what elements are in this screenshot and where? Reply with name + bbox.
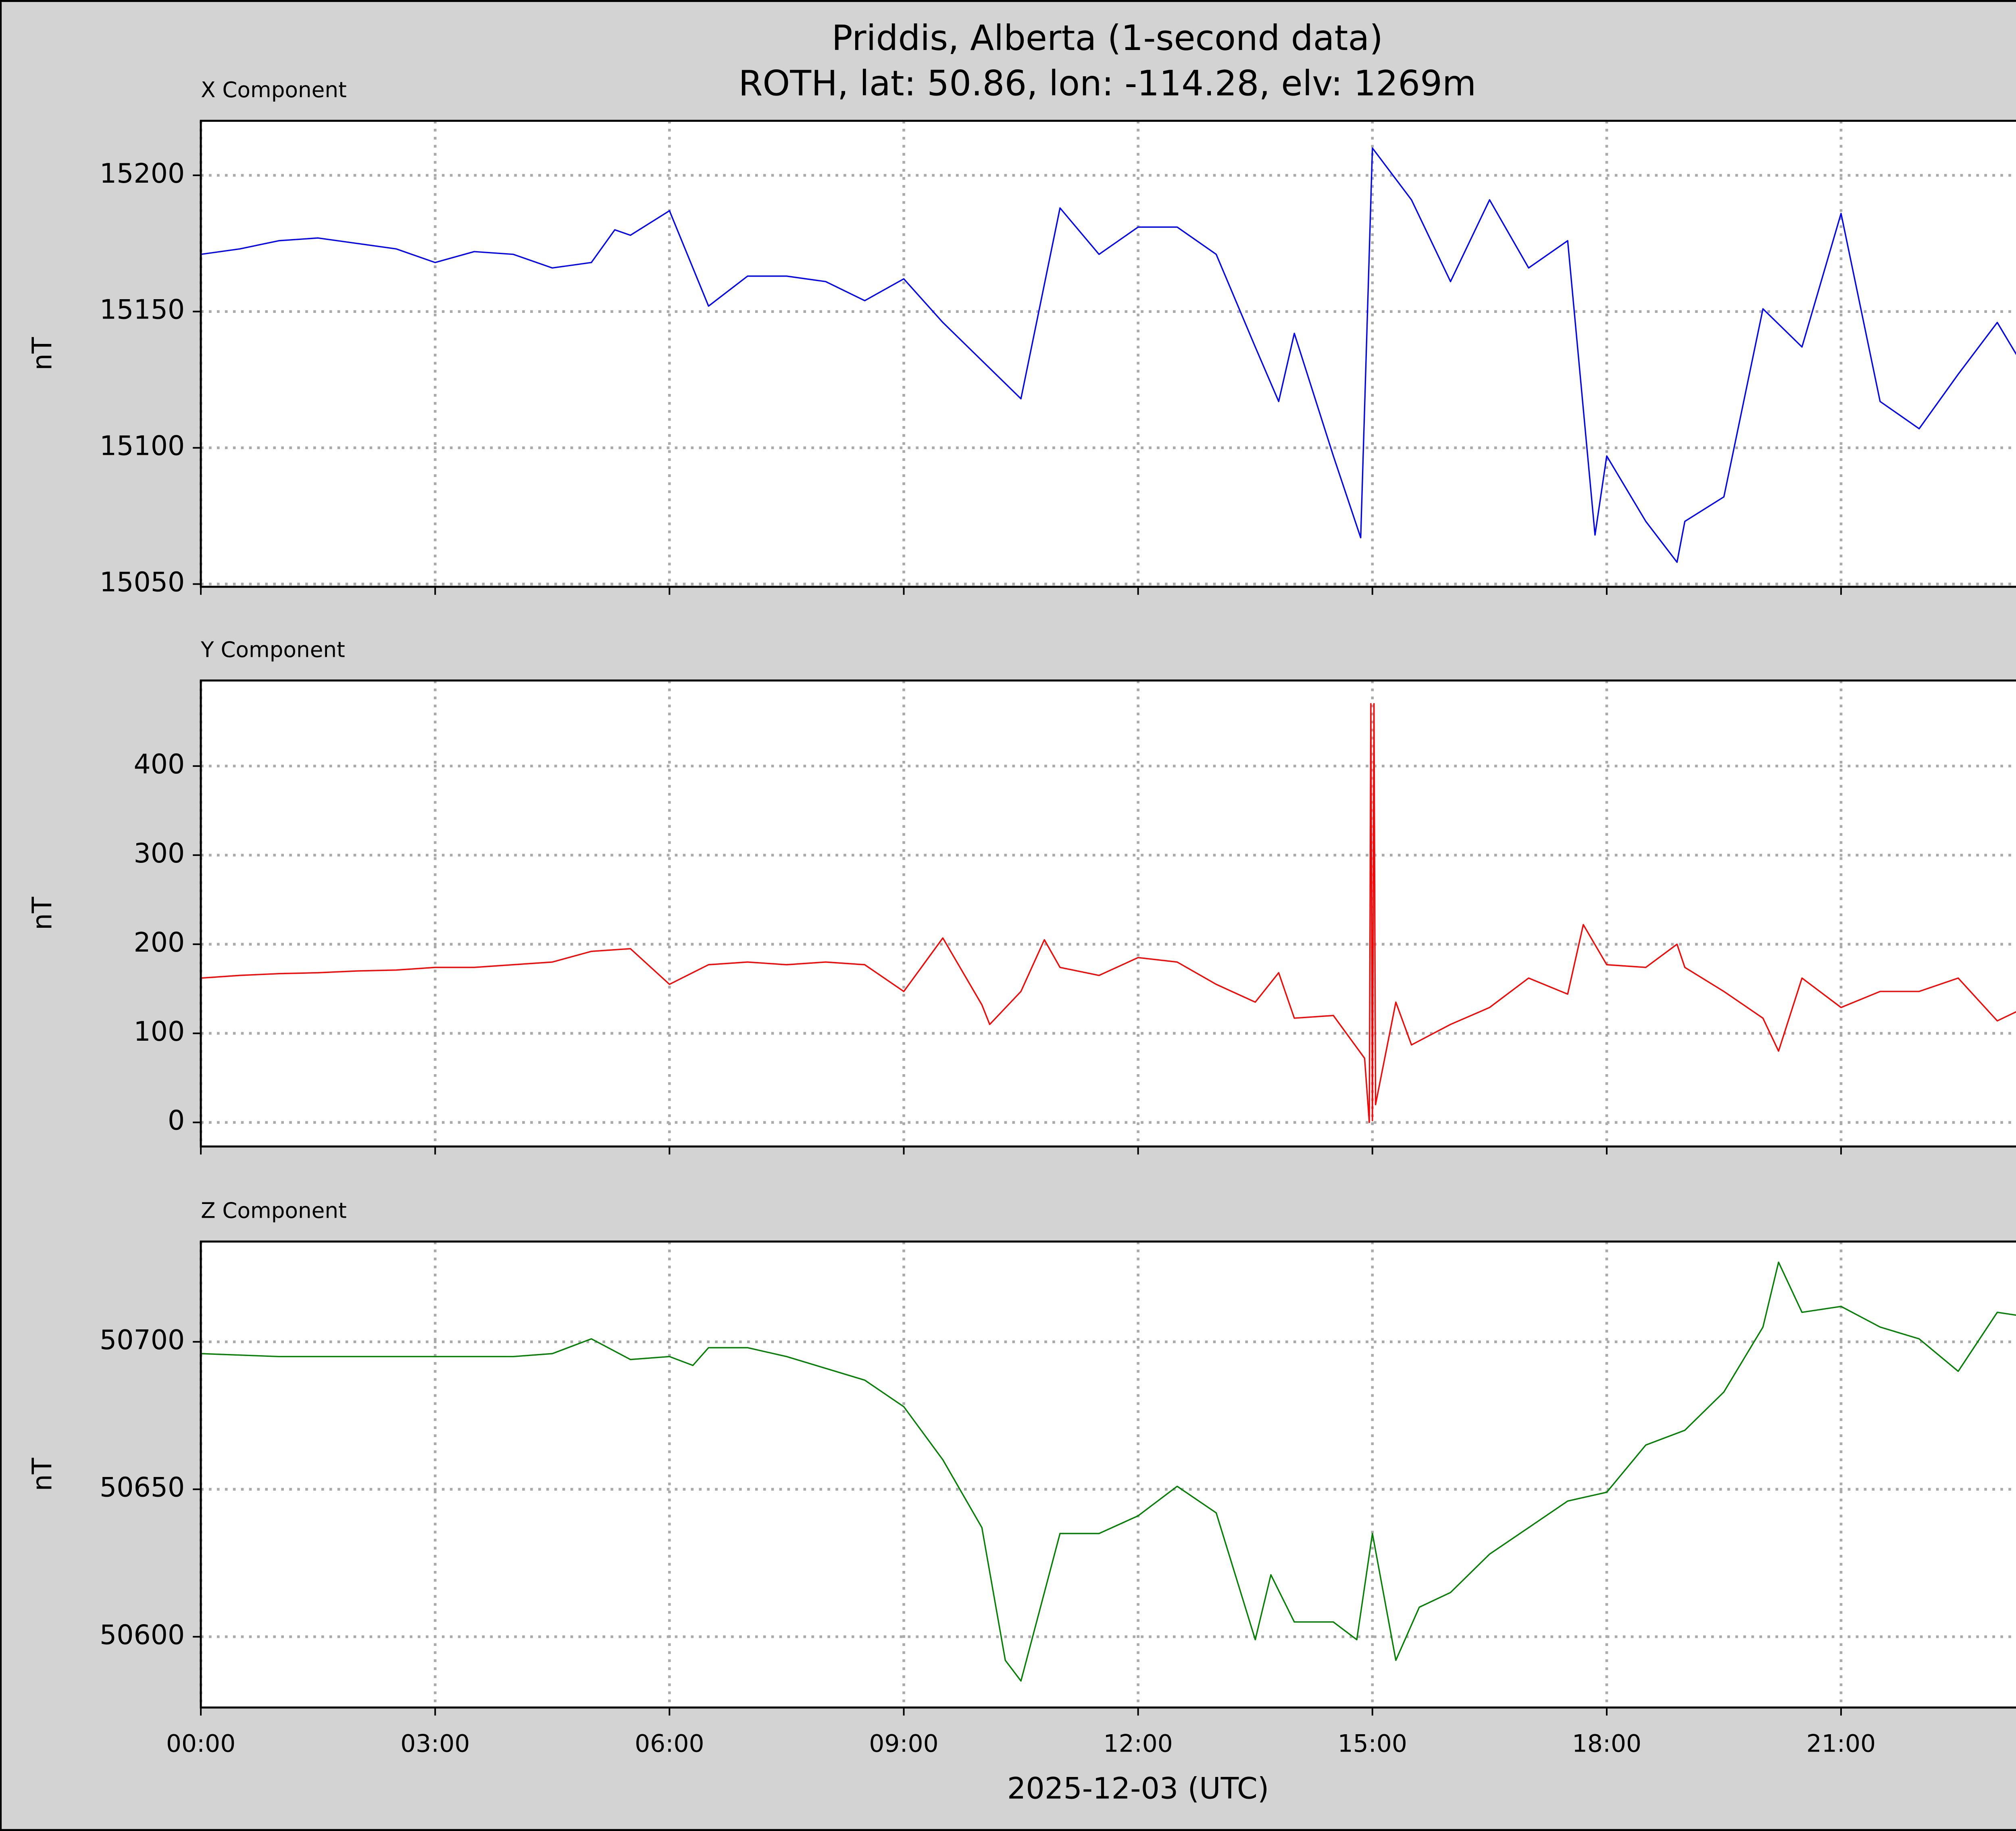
panel-title: X Component: [201, 77, 347, 102]
plot-area: [201, 121, 2016, 587]
x-tick-label: 06:00: [635, 1730, 704, 1758]
y-tick-label: 50650: [100, 1472, 185, 1503]
figure-title: Priddis, Alberta (1-second data): [832, 18, 1383, 58]
data-line: [201, 1261, 2016, 1682]
y-tick-label: 15050: [100, 567, 185, 598]
plot-area: [201, 1241, 2016, 1708]
plot-frame: [200, 120, 2016, 588]
plot-frame: [200, 679, 2016, 1148]
x-tick-label: 12:00: [1104, 1730, 1173, 1758]
y-tick-label: 100: [134, 1016, 185, 1047]
figure-subtitle: ROTH, lat: 50.86, lon: -114.28, elv: 126…: [738, 64, 1476, 104]
y-axis-label: nT: [27, 897, 58, 930]
y-tick-label: 50700: [100, 1324, 185, 1356]
x-tick-label: 15:00: [1338, 1730, 1407, 1758]
data-line: [201, 703, 2016, 1123]
y-tick-label: 0: [168, 1105, 185, 1136]
panel-title: Z Component: [201, 1198, 347, 1223]
y-tick-label: 15150: [100, 294, 185, 325]
y-axis-label: nT: [27, 1458, 58, 1491]
y-tick-label: 15100: [100, 430, 185, 462]
x-tick-label: 09:00: [869, 1730, 938, 1758]
plot-area: [201, 680, 2016, 1147]
data-line: [200, 147, 2016, 563]
y-tick-label: 15200: [100, 158, 185, 189]
y-axis-label: nT: [27, 337, 58, 371]
x-tick-label: 18:00: [1572, 1730, 1641, 1758]
x-axis-label: 2025-12-03 (UTC): [1007, 1772, 1269, 1806]
panel-title: Y Component: [200, 637, 345, 662]
x-tick-label: 21:00: [1806, 1730, 1876, 1758]
y-tick-label: 200: [134, 927, 185, 958]
x-tick-label: 03:00: [400, 1730, 470, 1758]
x-tick-label: 00:00: [166, 1730, 235, 1758]
y-tick-label: 400: [134, 748, 185, 780]
y-tick-label: 50600: [100, 1619, 185, 1650]
y-tick-label: 300: [134, 837, 185, 869]
plot-frame: [200, 1240, 2016, 1709]
